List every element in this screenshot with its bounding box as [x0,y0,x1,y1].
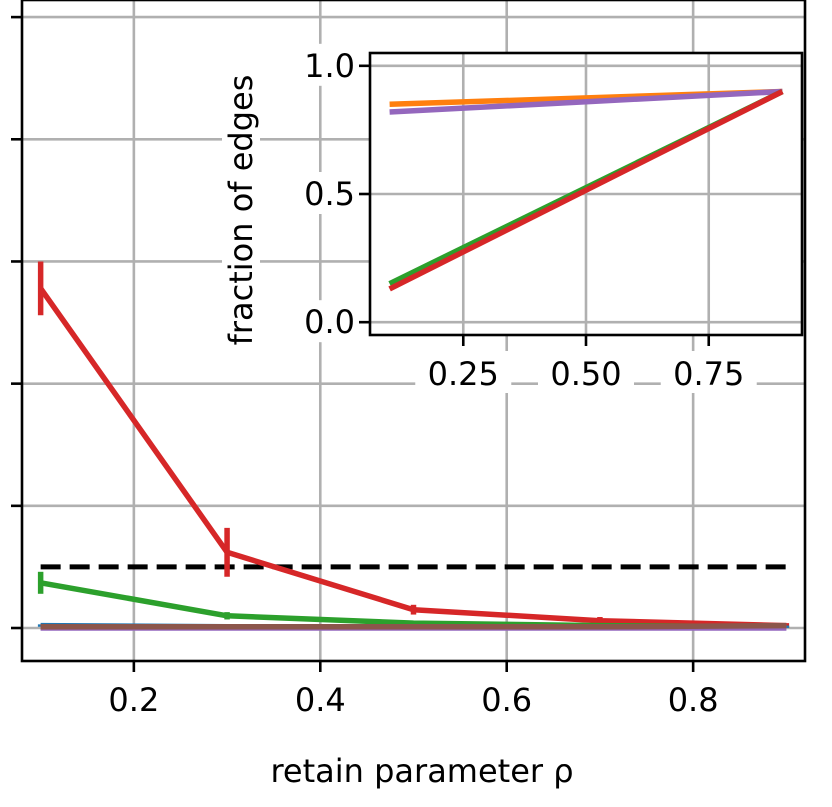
inset-y-tick-label-bg-1 [274,172,356,214]
main-frame [20,0,807,663]
inset-series-line-3 [388,89,784,292]
inset-y-tick-label-0: 0.0 [304,303,355,341]
inset-x-tick-label-bg-2 [660,351,757,393]
main-series-line-5 [40,622,787,630]
main-series-line-0 [38,286,787,629]
inset-y-tick-label-bg-0 [274,300,356,343]
inset-x-tick-label-1: 0.50 [550,355,621,393]
inset-x-tick-label-2: 0.75 [673,355,744,393]
inset-x-tick-label-bg-0 [415,351,512,393]
inset-y-axis-label: fraction of edges [222,75,260,346]
inset-y-tick-label-bg-2 [274,43,356,86]
inset-series-line-1 [389,88,783,115]
inset-x-tick-label-bg-1 [538,351,634,393]
inset-y-axis-label-bg [222,48,260,370]
inset-y-tick-label-2: 1.0 [304,47,355,85]
main-x-tick-label-1: 0.4 [295,681,346,719]
main-x-tick-label-2: 0.6 [481,681,532,719]
main-x-tick-label-3: 0.8 [668,681,719,719]
main-x-axis-label: retain parameter ρ [270,752,573,790]
main-x-tick-label-0: 0.2 [108,681,159,719]
inset-y-tick-label-1: 0.5 [304,175,355,213]
inset-x-tick-label-0: 0.25 [428,355,499,393]
